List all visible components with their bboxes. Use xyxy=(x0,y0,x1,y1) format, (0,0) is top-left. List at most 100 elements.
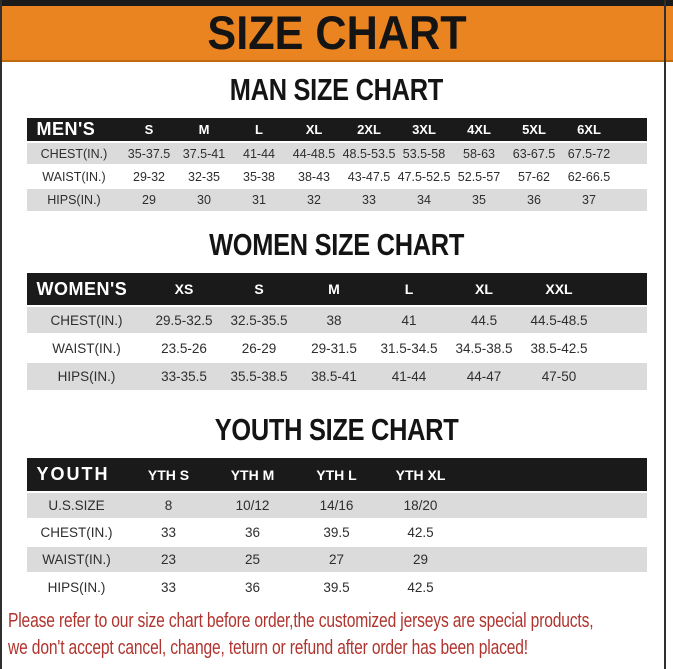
filler-cell xyxy=(462,518,647,546)
section-youth-size-chart: YOUTH SIZE CHART YOUTH YTH S YTH M YTH L YTH… xyxy=(0,413,673,600)
measurement-cell: 57-62 xyxy=(506,164,562,188)
filler-cell xyxy=(616,141,647,165)
measurement-cell: 23 xyxy=(126,545,211,573)
left-border-line xyxy=(0,0,2,669)
size-column-header: S xyxy=(254,281,264,297)
table-header-row: MEN'S S M L XL 2XL 3XL 4XL 5XL 6XL xyxy=(26,118,647,142)
section-title-youth: YOUTH SIZE CHART xyxy=(0,413,673,447)
measurement-cell: 67.5-72 xyxy=(561,141,617,165)
row-label: CHEST(IN.) xyxy=(26,305,147,334)
size-column-header: M xyxy=(198,122,210,137)
footer-note-line-1: Please refer to our size chart before or… xyxy=(8,610,594,632)
page-title: SIZE CHART xyxy=(175,6,499,60)
measurement-cell: 29.5-32.5 xyxy=(146,305,222,334)
section-title-man: MAN SIZE CHART xyxy=(0,73,673,107)
measurement-cell: 44.5 xyxy=(446,305,522,334)
section-title-man-text: MAN SIZE CHART xyxy=(229,73,444,107)
measurement-cell: 44-47 xyxy=(446,361,522,390)
row-label: HIPS(IN.) xyxy=(26,572,127,600)
measurement-cell: 32 xyxy=(286,187,342,211)
measurement-cell: 39.5 xyxy=(294,518,379,546)
measurement-cell: 41 xyxy=(371,305,447,334)
measurement-cell: 10/12 xyxy=(210,491,295,519)
size-column-header: YTH S xyxy=(147,466,190,483)
filler-header-cell xyxy=(597,273,647,306)
row-label: U.S.SIZE xyxy=(26,491,127,519)
measurement-cell: 62-66.5 xyxy=(561,164,617,188)
measurement-cell: 29-31.5 xyxy=(296,333,372,362)
measurement-cell: 43-47.5 xyxy=(341,164,397,188)
table-row: HIPS(IN.) 33-35.5 35.5-38.5 38.5-41 41-44 44-… xyxy=(26,361,647,390)
row-label: WAIST(IN.) xyxy=(26,333,147,362)
section-title-women: WOMEN SIZE CHART xyxy=(0,228,673,262)
measurement-cell: 36 xyxy=(210,518,295,546)
size-column-header: YTH M xyxy=(230,466,275,483)
row-label: CHEST(IN.) xyxy=(26,141,122,165)
table-row: U.S.SIZE 8 10/12 14/16 18/20 xyxy=(26,491,647,519)
measurement-cell: 37 xyxy=(561,187,617,211)
page-title-text: SIZE CHART xyxy=(206,6,467,60)
measurement-cell: 29 xyxy=(378,545,463,573)
measurement-cell: 18/20 xyxy=(378,491,463,519)
measurement-cell: 44-48.5 xyxy=(286,141,342,165)
measurement-cell: 36 xyxy=(506,187,562,211)
measurement-cell: 44.5-48.5 xyxy=(521,305,597,334)
size-column-header: 3XL xyxy=(412,122,436,137)
filler-cell xyxy=(616,187,647,211)
measurement-cell: 27 xyxy=(294,545,379,573)
measurement-cell: 35-37.5 xyxy=(121,141,177,165)
row-label: HIPS(IN.) xyxy=(26,187,122,211)
measurement-cell: 32.5-35.5 xyxy=(221,305,297,334)
size-column-header: 5XL xyxy=(522,122,546,137)
table-corner-label: MEN'S xyxy=(36,119,96,139)
table-row: CHEST(IN.) 33 36 39.5 42.5 xyxy=(26,518,647,546)
table-row: HIPS(IN.) 29 30 31 32 33 34 35 36 37 xyxy=(26,187,647,211)
size-column-header: XXL xyxy=(545,281,573,297)
size-column-header: 4XL xyxy=(467,122,491,137)
measurement-cell: 35-38 xyxy=(231,164,287,188)
filler-cell xyxy=(596,361,647,390)
row-label: CHEST(IN.) xyxy=(26,518,127,546)
measurement-cell: 39.5 xyxy=(294,572,379,600)
size-column-header: XS xyxy=(174,281,194,297)
measurement-cell: 47.5-52.5 xyxy=(396,164,452,188)
filler-cell xyxy=(596,333,647,362)
filler-header-cell xyxy=(617,118,647,142)
measurement-cell: 33 xyxy=(341,187,397,211)
size-column-header: L xyxy=(255,122,263,137)
measurement-cell: 47-50 xyxy=(521,361,597,390)
right-border-line xyxy=(664,0,666,669)
measurement-cell: 33-35.5 xyxy=(146,361,222,390)
measurement-cell: 35 xyxy=(451,187,507,211)
size-column-header: YTH XL xyxy=(395,466,446,483)
measurement-cell: 42.5 xyxy=(378,518,463,546)
row-label: HIPS(IN.) xyxy=(26,361,147,390)
top-border-bar xyxy=(0,0,673,6)
filler-cell xyxy=(596,305,647,334)
measurement-cell: 29-32 xyxy=(121,164,177,188)
measurement-cell: 34 xyxy=(396,187,452,211)
measurement-cell: 33 xyxy=(126,518,211,546)
measurement-cell: 48.5-53.5 xyxy=(341,141,397,165)
measurement-cell: 38-43 xyxy=(286,164,342,188)
measurement-cell: 41-44 xyxy=(231,141,287,165)
measurement-cell: 34.5-38.5 xyxy=(446,333,522,362)
table-corner-label: WOMEN'S xyxy=(36,278,128,299)
measurement-cell: 14/16 xyxy=(294,491,379,519)
measurement-cell: 31.5-34.5 xyxy=(371,333,447,362)
filler-cell xyxy=(462,545,647,573)
table-header-row: YOUTH YTH S YTH M YTH L YTH XL xyxy=(26,458,647,492)
table-row: HIPS(IN.) 33 36 39.5 42.5 xyxy=(26,572,647,600)
filler-header-cell xyxy=(463,458,647,492)
table-row: WAIST(IN.) 23.5-26 26-29 29-31.5 31.5-34.5 34… xyxy=(26,333,647,362)
measurement-cell: 8 xyxy=(126,491,211,519)
youth-size-table: YOUTH YTH S YTH M YTH L YTH XL U.S.SIZE 8 10/12… xyxy=(26,458,647,600)
section-women-size-chart: WOMEN SIZE CHART WOMEN'S XS S M L XL XXL CHEST(… xyxy=(0,228,673,390)
women-size-table: WOMEN'S XS S M L XL XXL CHEST(IN.) 29.5-32.5 32.5… xyxy=(26,273,647,390)
measurement-cell: 38 xyxy=(296,305,372,334)
size-column-header: XL xyxy=(305,122,323,137)
table-row: CHEST(IN.) 29.5-32.5 32.5-35.5 38 41 44.5 44.5… xyxy=(26,305,647,334)
filler-cell xyxy=(462,572,647,600)
measurement-cell: 36 xyxy=(210,572,295,600)
